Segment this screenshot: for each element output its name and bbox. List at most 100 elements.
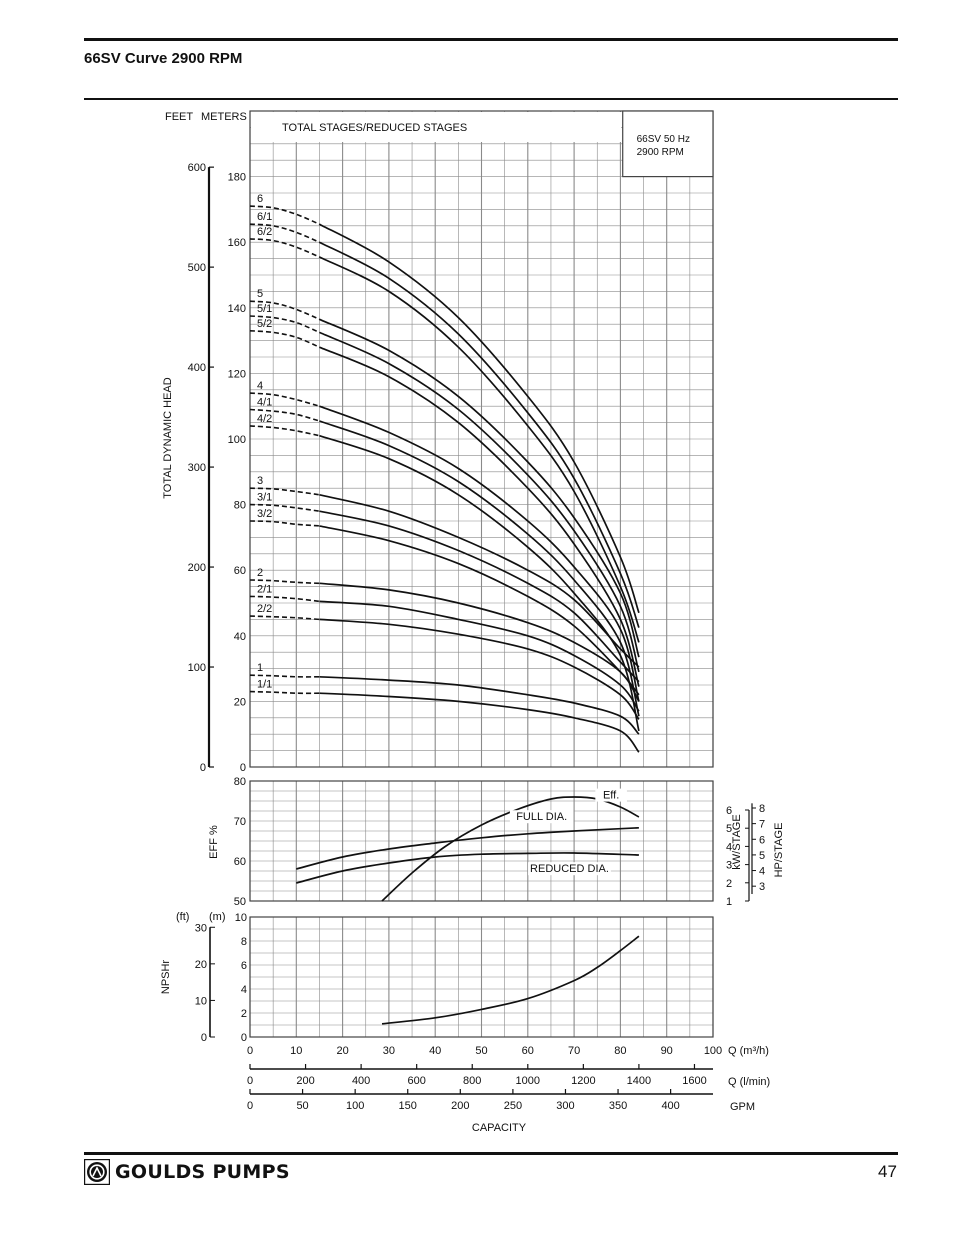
head-curve-dashed-5/1 bbox=[249, 315, 320, 334]
stages-header-label: TOTAL STAGES/REDUCED STAGES bbox=[282, 122, 467, 134]
head-curve-1/1 bbox=[319, 692, 640, 753]
hp-tick-label: 7 bbox=[759, 819, 765, 831]
x-gpm-tick-label: 200 bbox=[451, 1100, 469, 1112]
eff-annotation-label: FULL DIA. bbox=[516, 811, 567, 823]
x-m3h-tick-label: 20 bbox=[336, 1045, 348, 1057]
x-lmin-tick-label: 1000 bbox=[516, 1075, 540, 1087]
stage-label: 2/2 bbox=[257, 603, 272, 615]
head-m-tick-label: 40 bbox=[234, 631, 246, 643]
head-ft-tick-label: 300 bbox=[188, 462, 206, 474]
stage-label: 5 bbox=[257, 288, 263, 300]
head-curve-dashed-4/2 bbox=[249, 425, 320, 437]
head-m-tick-label: 120 bbox=[228, 368, 246, 380]
eff-annotation-label: Eff. bbox=[603, 790, 619, 802]
npshr-plot-frame bbox=[249, 916, 714, 1038]
eff-tick-label: 80 bbox=[234, 776, 246, 788]
x-lmin-tick-label: 800 bbox=[463, 1075, 481, 1087]
npshr-m-tick-label: 8 bbox=[241, 936, 247, 948]
head-ft-tick-label: 600 bbox=[188, 162, 206, 174]
head-curve-dashed-1 bbox=[249, 674, 320, 678]
stage-label: 1/1 bbox=[257, 679, 272, 691]
x-m3h-tick-label: 90 bbox=[661, 1045, 673, 1057]
top-rule bbox=[84, 38, 898, 41]
x-gpm-tick-label: 50 bbox=[296, 1100, 308, 1112]
x-lmin-tick-label: 1600 bbox=[682, 1075, 706, 1087]
eff-tick-label: 50 bbox=[234, 896, 246, 908]
kw-tick-label: 3 bbox=[726, 860, 732, 872]
stage-label: 3/2 bbox=[257, 508, 272, 520]
head-ft-tick-label: 0 bbox=[200, 762, 206, 774]
info-box-line: 2900 RPM bbox=[637, 147, 684, 158]
x-gpm-tick-label: 150 bbox=[399, 1100, 417, 1112]
eff-curve-reduced-dia-power bbox=[296, 852, 639, 884]
head-ft-tick-label: 500 bbox=[188, 262, 206, 274]
stage-label: 5/2 bbox=[257, 318, 272, 330]
head-curve-dashed-3/2 bbox=[249, 520, 320, 527]
head-plot-frame bbox=[249, 110, 714, 768]
title-rule bbox=[84, 98, 898, 100]
head-m-tick-label: 0 bbox=[240, 762, 246, 774]
x-gpm-axis-title: GPM bbox=[730, 1101, 755, 1113]
npshr-ft-unit-label: (ft) bbox=[176, 911, 189, 923]
x-m3h-axis-title: Q (m³/h) bbox=[728, 1045, 769, 1057]
stage-label: 2/1 bbox=[257, 583, 272, 595]
page-number: 47 bbox=[878, 1162, 897, 1181]
x-m3h-tick-label: 60 bbox=[522, 1045, 534, 1057]
kw-tick-label: 5 bbox=[726, 823, 732, 835]
head-m-tick-label: 140 bbox=[228, 303, 246, 315]
eff-tick-label: 70 bbox=[234, 816, 246, 828]
head-curve-2 bbox=[319, 582, 640, 702]
head-curve-dashed-3 bbox=[249, 487, 320, 496]
hp-tick-label: 5 bbox=[759, 850, 765, 862]
head-curve-dashed-3/1 bbox=[249, 503, 320, 512]
kw-tick-label: 6 bbox=[726, 805, 732, 817]
kw-tick-label: 2 bbox=[726, 878, 732, 890]
kw-tick-label: 1 bbox=[726, 896, 732, 908]
eff-annotation-label: REDUCED DIA. bbox=[530, 863, 609, 875]
stage-label: 6/1 bbox=[257, 211, 272, 223]
kw-axis-title: kW/STAGE bbox=[731, 814, 743, 869]
x-gpm-tick-label: 400 bbox=[661, 1100, 679, 1112]
npshr-m-tick-label: 4 bbox=[241, 984, 247, 996]
eff-tick-label: 60 bbox=[234, 856, 246, 868]
x-lmin-axis-title: Q (l/min) bbox=[728, 1076, 770, 1088]
head-curve-6 bbox=[318, 223, 640, 614]
eff-curve-full-dia-power bbox=[296, 826, 639, 870]
head-curve-6/1 bbox=[319, 241, 640, 628]
eff-curve-efficiency bbox=[381, 796, 640, 902]
npshr-axis-title: NPSHr bbox=[160, 960, 172, 995]
head-curve-4/2 bbox=[319, 434, 640, 732]
x-lmin-tick-label: 1200 bbox=[571, 1075, 595, 1087]
stage-label: 5/1 bbox=[257, 303, 272, 315]
hp-tick-label: 8 bbox=[759, 803, 765, 815]
bottom-rule bbox=[84, 1152, 898, 1155]
head-curve-dashed-2/1 bbox=[249, 595, 320, 603]
npshr-curve bbox=[381, 935, 640, 1025]
x-m3h-tick-label: 10 bbox=[290, 1045, 302, 1057]
info-box bbox=[622, 110, 714, 178]
head-curve-dashed-2/2 bbox=[249, 615, 320, 621]
stage-label: 4/1 bbox=[257, 396, 272, 408]
stage-label: 6/2 bbox=[257, 226, 272, 238]
stage-label: 2 bbox=[257, 567, 263, 579]
head-axis-title: TOTAL DYNAMIC HEAD bbox=[162, 377, 174, 498]
goulds-pumps-logo: GOULDS PUMPS bbox=[84, 1157, 290, 1187]
x-m3h-tick-label: 50 bbox=[475, 1045, 487, 1057]
head-curve-5/2 bbox=[319, 346, 640, 687]
npshr-ft-tick-label: 20 bbox=[195, 959, 207, 971]
head-curve-dashed-1/1 bbox=[249, 690, 320, 695]
x-lmin-tick-label: 200 bbox=[296, 1075, 314, 1087]
head-curve-dashed-4/1 bbox=[249, 408, 320, 422]
capacity-axis-title: CAPACITY bbox=[472, 1122, 527, 1134]
eff-plot-frame bbox=[249, 780, 714, 902]
page-title: 66SV Curve 2900 RPM bbox=[84, 50, 243, 67]
stage-label: 4/2 bbox=[257, 413, 272, 425]
eff-annotation-bg bbox=[528, 862, 611, 876]
feet-unit-label: FEET bbox=[165, 111, 193, 123]
head-curve-dashed-2 bbox=[249, 579, 320, 585]
stage-label: 3 bbox=[257, 475, 263, 487]
info-box-line: 66SV 50 Hz bbox=[637, 134, 690, 145]
x-m3h-tick-label: 0 bbox=[247, 1045, 253, 1057]
kw-tick-label: 4 bbox=[726, 841, 732, 853]
